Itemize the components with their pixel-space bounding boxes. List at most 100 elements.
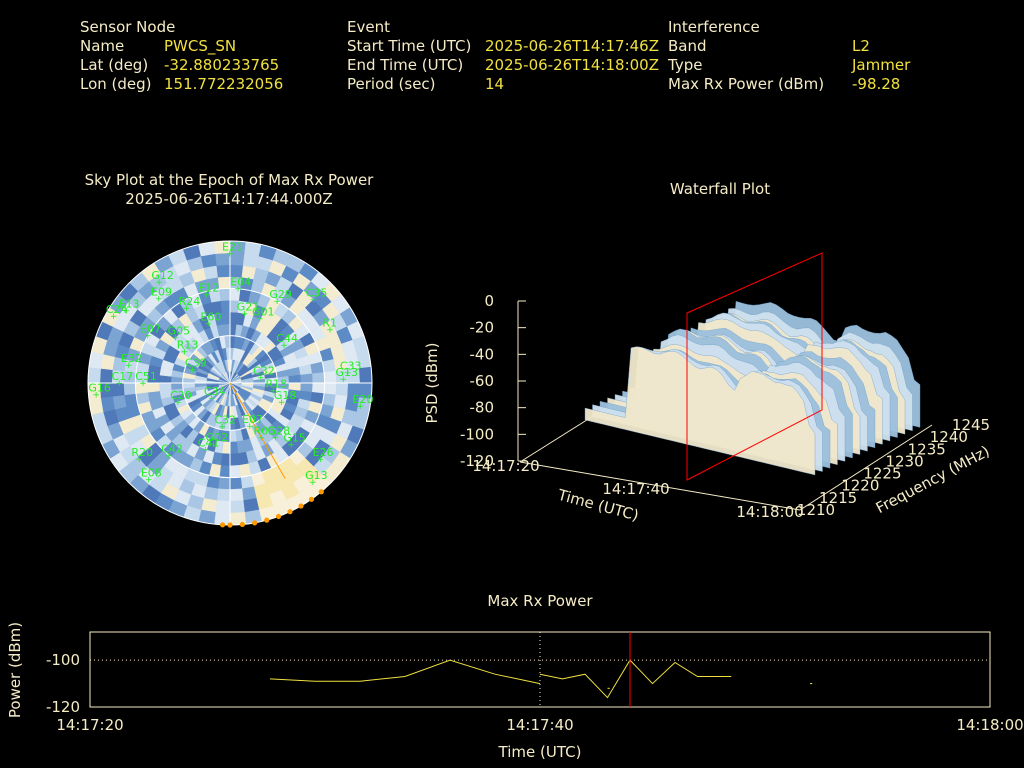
sky-cell [229,375,241,384]
sky-cell [102,409,119,427]
sky-cell [213,440,224,454]
sky-cell [242,438,254,453]
sky-cell [185,442,200,458]
time-axis [519,461,801,511]
sat-label: G18 [274,389,297,402]
psd-strip [637,330,868,452]
sky-cell [192,332,206,347]
sky-cell [298,390,313,402]
sky-cell [206,385,220,392]
sky-cell [229,378,242,384]
sky-cell [257,457,272,473]
sky-cell [329,434,348,453]
sky-cell [245,340,256,354]
sky-cell [309,423,327,441]
sky-cell [259,336,273,350]
sky-cell [114,406,130,423]
sat-label: R03 [254,425,276,438]
sky-cell [208,463,222,478]
sky-cell [201,397,214,409]
sky-cell [219,382,231,391]
sky-cell [279,408,295,422]
sky-cell [285,330,301,346]
sat-marker: + [340,375,348,385]
sky-cell [145,457,164,476]
sat-marker: + [139,379,147,389]
sky-cell [303,280,323,300]
sky-cell [254,332,268,347]
sky-cell [252,370,265,379]
sky-cell [137,466,157,486]
sky-cell [251,367,264,376]
sky-cell [213,241,231,254]
sky-cell [165,344,181,358]
sky-cell [336,326,354,345]
sky-cell [159,366,173,377]
sky-cell [188,457,203,473]
sky-cell [314,336,331,353]
sky-cell [289,338,305,353]
sky-cell [198,329,210,344]
sky-cell [212,391,223,402]
sky-cell [307,401,323,415]
sky-cell [95,425,114,445]
sky-cell [259,357,273,368]
sky-cell [187,398,201,409]
sky-cell [114,343,130,360]
sat-label: R1 [322,317,337,330]
sky-cell [304,341,320,356]
sky-cell [178,270,196,288]
sky-cell [310,361,325,375]
sky-cell [162,308,179,325]
sky-cell [296,307,314,325]
sky-cell [292,272,312,291]
rx-marker [287,509,293,515]
sky-cell [245,301,258,317]
sky-cell [171,432,187,449]
sky-cell [285,395,300,407]
sky-cell [196,407,209,421]
sky-cell [170,382,184,390]
sky-cell [322,393,337,408]
sky-cell [219,393,227,406]
sky-cell [204,399,216,412]
sky-cell [154,299,172,317]
sky-cell [274,393,288,403]
sky-cell [312,308,331,327]
interference-power-value: -98.28 [852,75,901,93]
sky-cell [146,373,160,384]
sky-cell [173,259,192,277]
sky-cell [266,407,281,421]
sky-cell [183,367,197,376]
sky-cell [170,388,185,397]
sat-marker: + [344,369,352,379]
sky-cell [209,388,222,399]
sky-cell [189,401,203,413]
sat-marker: + [310,295,318,305]
sky-cell [229,476,243,490]
plot-frame [89,631,991,708]
sky-cell [197,392,211,403]
sky-cell [253,446,267,462]
sky-cell [241,486,257,501]
sky-cell [267,312,283,328]
sky-cell [217,382,231,386]
sky-cell [135,361,150,375]
sky-cell [106,421,124,440]
sky-cell [231,394,236,407]
sat-marker: + [218,423,226,433]
sky-cell [221,405,228,419]
sky-cell [135,391,150,405]
sky-cell [149,323,166,340]
sky-cell [194,374,208,381]
sky-cell [123,358,138,373]
z-tick-label: -100 [460,425,494,443]
sky-cell [202,449,215,465]
sky-cell [237,416,246,430]
sky-cell [300,373,314,384]
sky-cell [359,366,372,384]
sky-cell [170,302,187,319]
psd-strip [644,327,876,449]
sat-marker: + [183,304,191,314]
psd-strip [607,344,838,466]
